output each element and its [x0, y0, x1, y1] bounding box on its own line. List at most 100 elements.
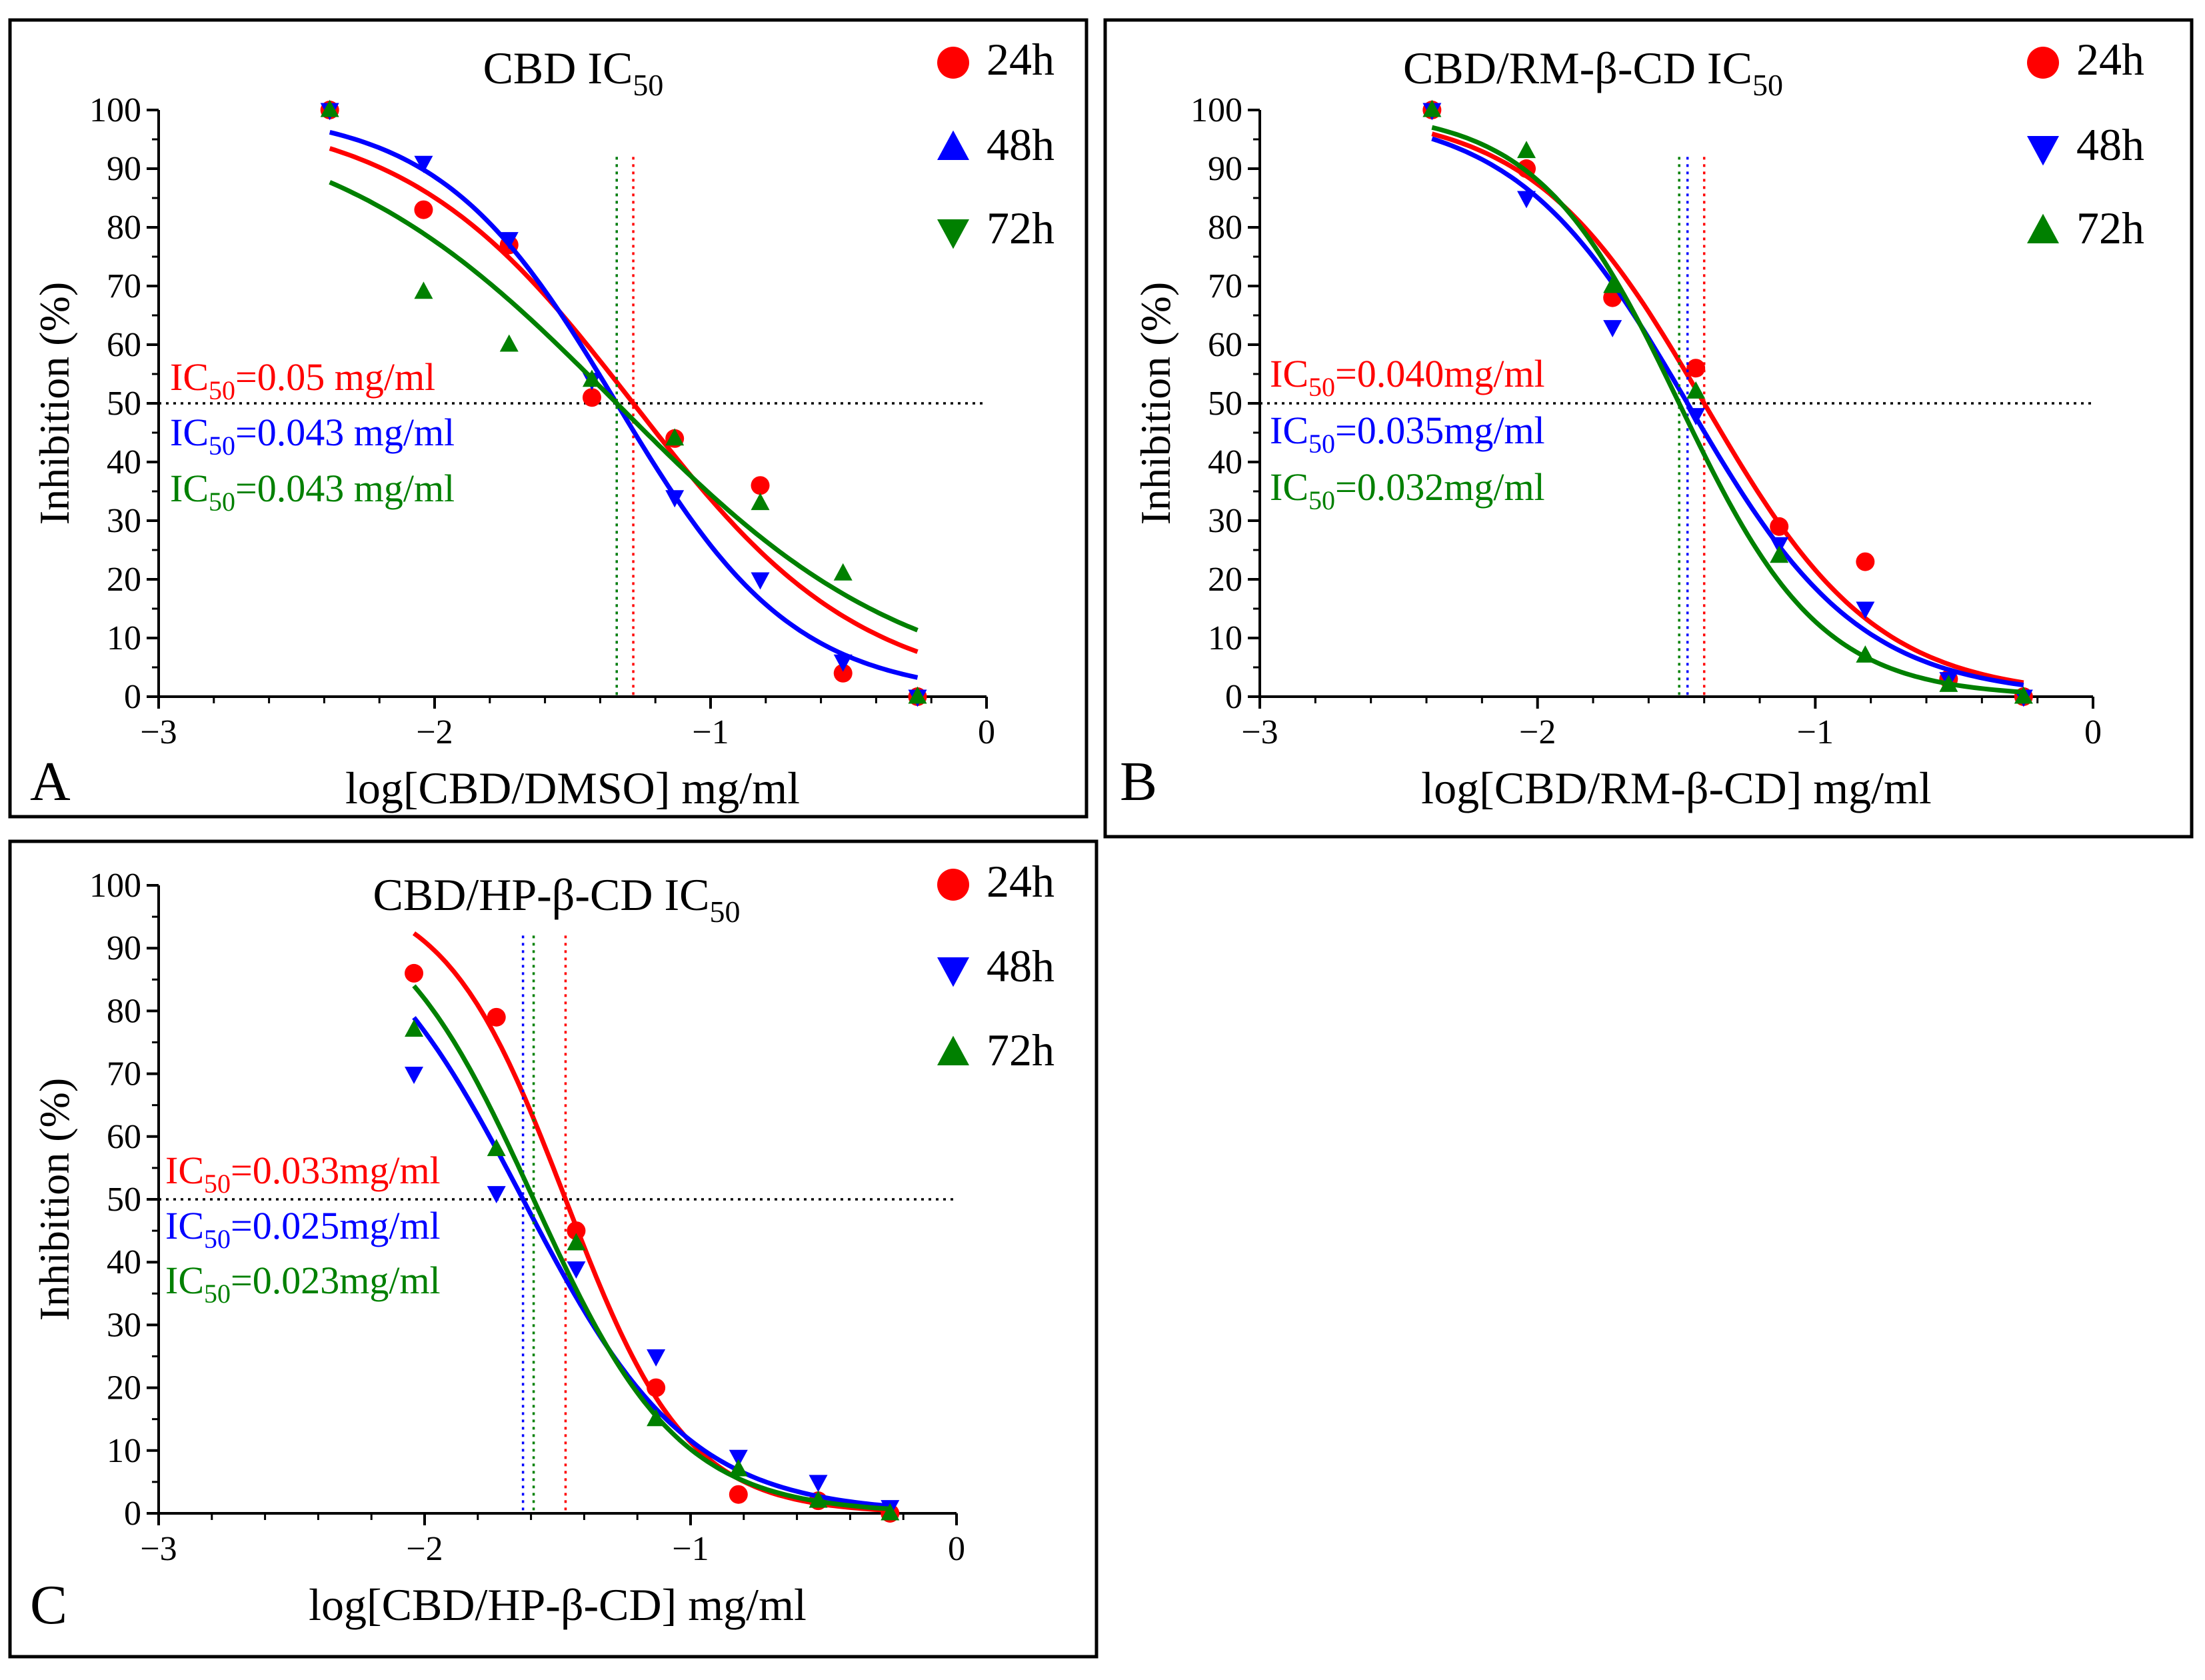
- legend-marker: [2027, 213, 2059, 243]
- data-point: [729, 1485, 748, 1504]
- ic50-annotation-pre: IC: [165, 1259, 204, 1302]
- data-point: [1856, 552, 1875, 571]
- y-tick-label: 0: [124, 678, 141, 716]
- legend-label: 72h: [987, 203, 1055, 253]
- data-point: [405, 963, 424, 983]
- chart-title-sub: 50: [1752, 68, 1783, 102]
- data-point: [567, 1261, 586, 1279]
- ic50-annotation-sub: 50: [204, 1279, 231, 1309]
- data-point: [1856, 601, 1875, 619]
- legend-marker: [2027, 136, 2059, 166]
- data-point: [487, 1007, 506, 1027]
- legend-marker: [937, 219, 969, 249]
- fit-curve: [329, 146, 919, 654]
- ic50-annotation: IC50=0.040mg/ml: [1270, 352, 1545, 402]
- data-point: [833, 654, 853, 672]
- ic50-annotation-sub: 50: [1308, 485, 1335, 515]
- y-tick-label: 90: [107, 150, 141, 188]
- panel-B: 0 10 20 30 40 50 60 70 80 90 100 −3 −2 −1 0 Inhibition …: [1103, 18, 2194, 839]
- legend-label: 72h: [987, 1025, 1055, 1075]
- ic50-annotation: IC50=0.043 mg/ml: [170, 467, 455, 517]
- x-tick-label: −3: [1241, 713, 1278, 751]
- y-tick-label: 20: [107, 561, 141, 599]
- x-tick-label: −3: [140, 713, 177, 751]
- fit-curve: [1431, 125, 2024, 695]
- chart-title-main: CBD/RM-β-CD IC: [1403, 43, 1752, 93]
- chart-title-main: CBD IC: [483, 43, 633, 93]
- y-tick-label: 60: [107, 1118, 141, 1156]
- data-point: [1686, 408, 1706, 425]
- ic50-annotation-pre: IC: [1270, 352, 1308, 395]
- y-tick-label: 40: [107, 443, 141, 481]
- data-point: [320, 99, 339, 117]
- panel-frame: [8, 18, 1089, 819]
- series-24h: [1422, 101, 2033, 706]
- ic50-annotation-value: =0.043 mg/ml: [235, 467, 455, 510]
- x-axis-label: log[CBD/RM-β-CD] mg/ml: [1421, 763, 1932, 813]
- y-tick-label: 80: [107, 992, 141, 1030]
- data-point: [499, 232, 519, 249]
- ic50-annotation-value: =0.025mg/ml: [231, 1204, 441, 1247]
- ic50-annotation-sub: 50: [204, 1224, 231, 1254]
- data-point: [1603, 320, 1622, 337]
- ic50-annotation: IC50=0.032mg/ml: [1270, 465, 1545, 515]
- legend-marker: [937, 130, 969, 160]
- ic50-annotation-pre: IC: [170, 467, 209, 510]
- series-48h: [1422, 103, 2033, 707]
- data-point: [665, 428, 685, 446]
- ic50-annotation-sub: 50: [209, 487, 235, 517]
- data-point: [1856, 645, 1875, 663]
- data-point: [1517, 141, 1536, 159]
- y-tick-label: 40: [107, 1243, 141, 1281]
- chart-title-sub: 50: [633, 68, 663, 102]
- ic50-annotation-value: =0.023mg/ml: [231, 1259, 441, 1302]
- ic50-annotation: IC50=0.033mg/ml: [165, 1149, 441, 1199]
- ic50-annotation: IC50=0.035mg/ml: [1270, 409, 1545, 459]
- legend-marker: [937, 47, 969, 79]
- data-point: [751, 493, 770, 511]
- fit-curve: [329, 130, 919, 680]
- y-tick-label: 80: [1208, 209, 1242, 247]
- panel-frame: [8, 839, 1099, 1659]
- x-tick-label: −1: [1797, 713, 1834, 751]
- chart-title-sub: 50: [710, 895, 741, 929]
- ic50-annotation-sub: 50: [209, 431, 235, 461]
- data-point: [908, 686, 927, 704]
- x-tick-label: −1: [692, 713, 729, 751]
- data-point: [833, 663, 853, 683]
- x-axis-label: log[CBD/HP-β-CD] mg/ml: [309, 1579, 807, 1630]
- y-tick-label: 20: [107, 1369, 141, 1407]
- ic50-annotation-value: =0.033mg/ml: [231, 1149, 441, 1192]
- y-axis-label: Inhibition (%): [1132, 282, 1179, 525]
- data-point: [567, 1221, 586, 1241]
- y-tick-label: 50: [107, 385, 141, 423]
- ic50-annotation-value: =0.032mg/ml: [1335, 465, 1545, 509]
- ic50-annotation-sub: 50: [204, 1169, 231, 1199]
- data-point: [414, 200, 433, 219]
- y-tick-label: 10: [1208, 619, 1242, 657]
- data-point: [809, 1490, 828, 1508]
- data-point: [582, 388, 601, 407]
- fit-curve: [329, 180, 919, 633]
- y-tick-label: 30: [1208, 502, 1242, 540]
- legend-label: 72h: [2076, 203, 2144, 253]
- y-tick-label: 90: [107, 929, 141, 967]
- panel-frame: [1103, 18, 2194, 839]
- ic50-annotation: IC50=0.043 mg/ml: [170, 411, 455, 461]
- ic50-annotation: IC50=0.023mg/ml: [165, 1259, 441, 1309]
- y-tick-label: 60: [107, 326, 141, 364]
- data-point: [1422, 99, 1442, 117]
- fit-curve: [412, 1016, 891, 1509]
- legend-label: 24h: [987, 856, 1055, 907]
- x-axis-label: log[CBD/DMSO] mg/ml: [345, 763, 800, 813]
- data-point: [751, 476, 770, 495]
- legend-marker: [2027, 47, 2059, 79]
- panel-letter: B: [1120, 751, 1157, 813]
- data-point: [647, 1349, 666, 1367]
- legend-label: 24h: [987, 34, 1055, 85]
- series-48h: [320, 103, 927, 707]
- y-tick-label: 10: [107, 1432, 141, 1470]
- ic50-annotation-pre: IC: [165, 1149, 204, 1192]
- y-tick-label: 100: [1190, 91, 1242, 129]
